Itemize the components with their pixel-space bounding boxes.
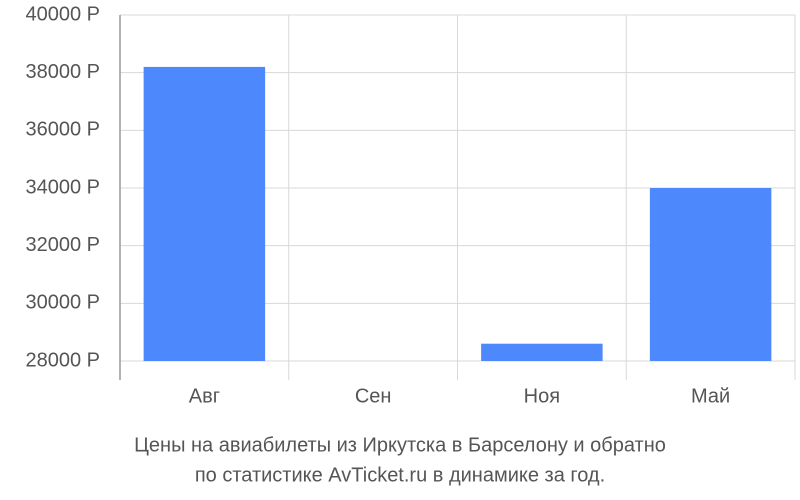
x-tick-label: Сен (355, 385, 392, 407)
x-tick-label: Авг (189, 385, 220, 407)
chart-title: по статистике AvTicket.ru в динамике за … (195, 464, 605, 486)
bar (649, 188, 772, 361)
y-tick-label: 32000 Р (25, 234, 100, 256)
y-tick-label: 36000 Р (25, 119, 100, 141)
bar (143, 66, 266, 362)
y-tick-label: 30000 Р (25, 292, 100, 314)
x-tick-label: Май (691, 385, 730, 407)
bar (481, 343, 603, 361)
y-tick-label: 34000 Р (25, 176, 100, 198)
y-tick-label: 28000 Р (25, 349, 100, 371)
x-tick-label: Ноя (524, 385, 560, 407)
y-tick-label: 40000 Р (25, 3, 100, 25)
chart-title: Цены на авиабилеты из Иркутска в Барсело… (134, 434, 666, 456)
y-tick-label: 38000 Р (25, 61, 100, 83)
